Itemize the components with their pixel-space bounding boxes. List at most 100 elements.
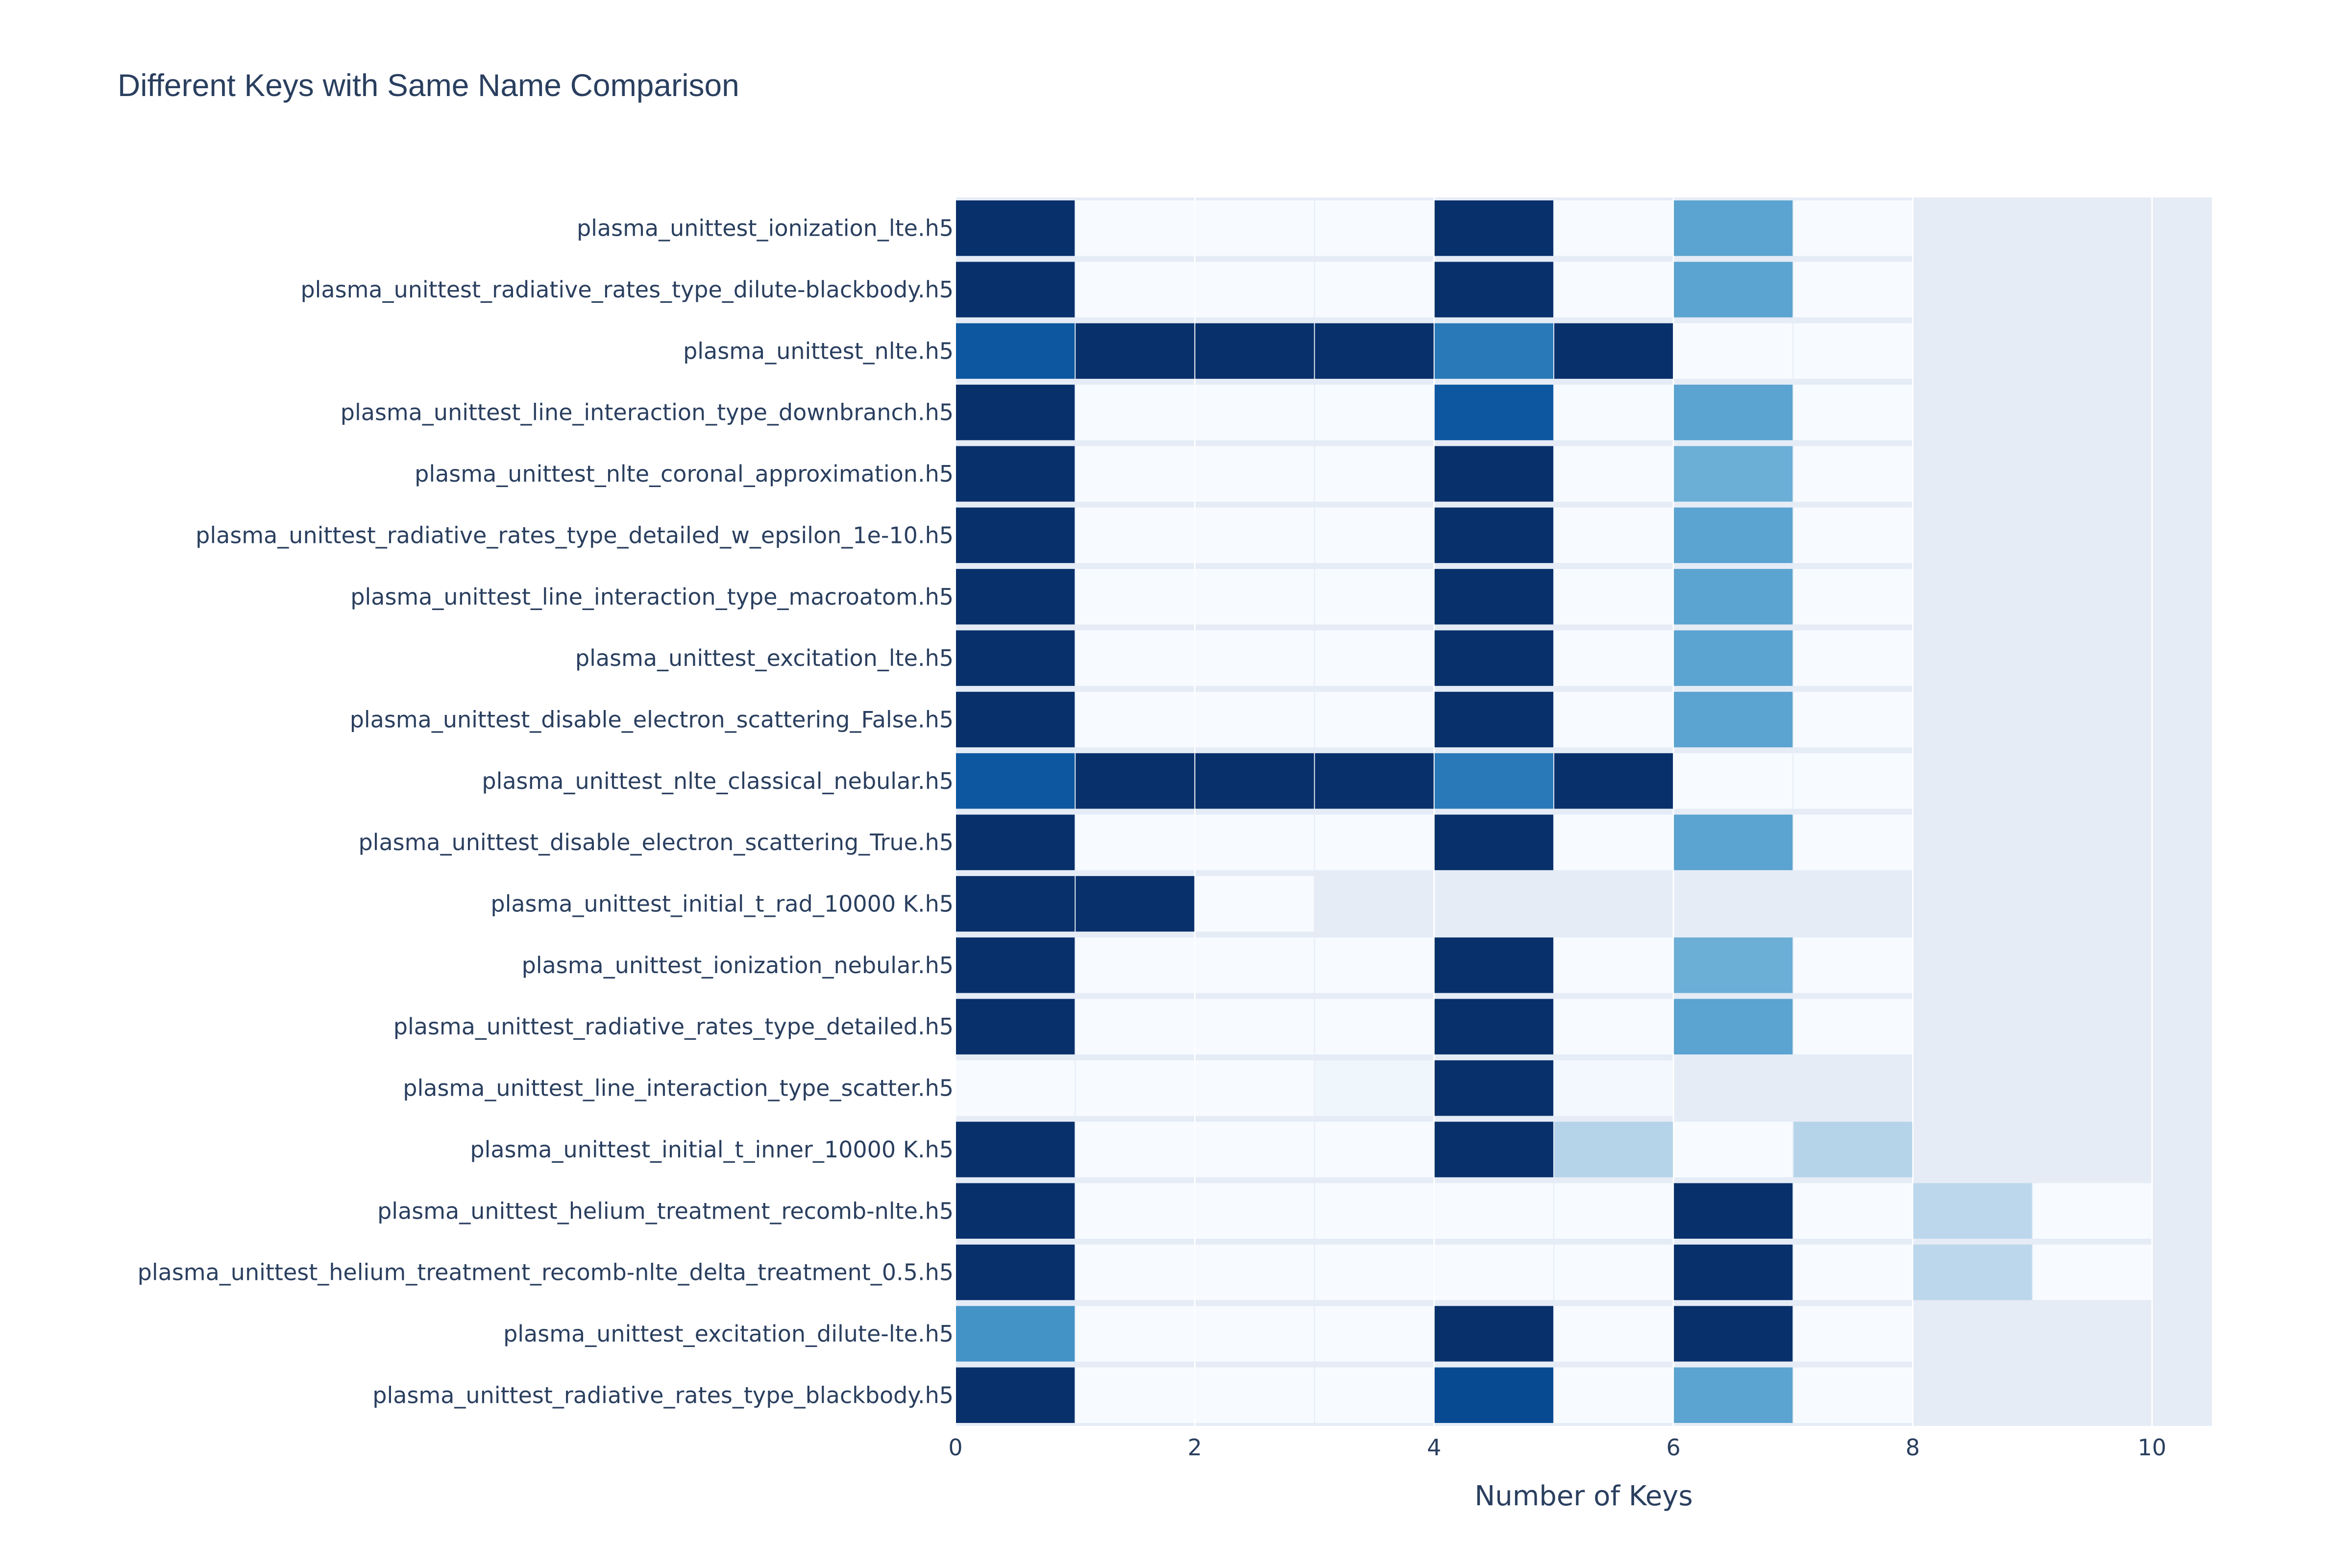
heatmap-cell [1674, 200, 1793, 256]
heatmap-cell [1674, 1244, 1793, 1300]
y-tick-label: plasma_unittest_ionization_nebular.h5 [522, 952, 954, 979]
heatmap-cell [1554, 569, 1673, 625]
heatmap-cell [1793, 630, 1912, 686]
heatmap-cell [956, 1306, 1075, 1362]
heatmap-cell [1195, 323, 1314, 379]
heatmap-cell [1315, 691, 1434, 748]
heatmap-cell [1554, 507, 1673, 564]
x-tick-label: 4 [1427, 1434, 1441, 1461]
y-tick-label: plasma_unittest_radiative_rates_type_det… [196, 522, 954, 548]
x-tick-label: 6 [1666, 1434, 1681, 1461]
heatmap-cell [1793, 1122, 1912, 1177]
heatmap-cell [1195, 630, 1314, 686]
y-tick-label: plasma_unittest_excitation_lte.h5 [575, 645, 954, 671]
y-axis-tick-labels: plasma_unittest_ionization_lte.h5 plasma_… [138, 215, 954, 1409]
heatmap-cell [1674, 1306, 1793, 1362]
heatmap-cell [1076, 200, 1195, 256]
x-tick-label: 10 [2138, 1434, 2167, 1461]
heatmap-cell [1076, 814, 1195, 870]
heatmap-cell [1793, 937, 1912, 993]
heatmap-cell [1076, 691, 1195, 748]
heatmap-cell [1434, 569, 1553, 625]
heatmap-cell [1315, 937, 1434, 993]
y-tick-label: plasma_unittest_nlte_coronal_approximati… [415, 461, 954, 487]
heatmap-cell [1076, 1060, 1195, 1116]
y-tick-label: plasma_unittest_helium_treatment_recomb-… [138, 1259, 954, 1286]
heatmap-cell [1554, 999, 1673, 1054]
heatmap-cell [1434, 937, 1553, 993]
heatmap-cell [956, 1060, 1075, 1116]
heatmap-cell [1315, 262, 1434, 318]
heatmap-cell [1554, 1183, 1673, 1239]
heatmap-cell [956, 323, 1075, 379]
heatmap-cell [1434, 814, 1553, 870]
heatmap-cell [1793, 200, 1912, 256]
heatmap-cell [1195, 1306, 1314, 1362]
heatmap-cell [1674, 446, 1793, 502]
heatmap-cell [1793, 323, 1912, 379]
x-tick-label: 8 [1906, 1434, 1920, 1461]
heatmap-cell [1674, 569, 1793, 625]
y-tick-label: plasma_unittest_nlte_classical_nebular.h… [482, 768, 954, 794]
chart-title: Different Keys with Same Name Comparison [118, 68, 739, 103]
heatmap-cell [1076, 937, 1195, 993]
y-tick-label: plasma_unittest_initial_t_inner_10000 K.… [470, 1136, 954, 1163]
heatmap-cell [956, 1367, 1075, 1423]
heatmap-cell [1674, 630, 1793, 686]
heatmap-cell [1793, 1306, 1912, 1362]
heatmap-cell [1554, 385, 1673, 441]
y-tick-label: plasma_unittest_disable_electron_scatter… [350, 706, 954, 733]
heatmap-cell [1674, 323, 1793, 379]
heatmap-cell [1793, 814, 1912, 870]
y-tick-label: plasma_unittest_radiative_rates_type_bla… [372, 1382, 954, 1408]
heatmap-cell [1076, 1244, 1195, 1300]
heatmap-cell [1674, 1122, 1793, 1177]
heatmap-cell [956, 937, 1075, 993]
heatmap-cell [1315, 446, 1434, 502]
heatmap-cell [1434, 753, 1553, 809]
heatmap-cell [1554, 1122, 1673, 1177]
heatmap-cell [1434, 1122, 1553, 1177]
heatmap-cell [1434, 323, 1553, 379]
heatmap-cell [1076, 1122, 1195, 1177]
heatmap-cell [956, 385, 1075, 441]
heatmap-cell [1554, 630, 1673, 686]
heatmap-cell [1434, 262, 1553, 318]
heatmap-cell [1195, 1122, 1314, 1177]
heatmap-cell [1076, 753, 1195, 809]
heatmap-cell [1554, 753, 1673, 809]
heatmap-cell [1674, 691, 1793, 748]
heatmap-cell [1674, 999, 1793, 1054]
heatmap-cell [1195, 200, 1314, 256]
heatmap-cell [1674, 1183, 1793, 1239]
heatmap-cell [1434, 200, 1553, 256]
heatmap-cell [956, 1122, 1075, 1177]
heatmap-cell [1554, 1060, 1673, 1116]
heatmap-cell [956, 200, 1075, 256]
heatmap-cell [1434, 507, 1553, 564]
heatmap-cell [956, 753, 1075, 809]
heatmap-cell [1076, 1306, 1195, 1362]
y-tick-label: plasma_unittest_ionization_lte.h5 [577, 215, 954, 242]
heatmap-cell [1554, 446, 1673, 502]
heatmap-cell [1076, 262, 1195, 318]
heatmap-cell [1076, 999, 1195, 1054]
heatmap-cell [1674, 385, 1793, 441]
heatmap-cell [1315, 1244, 1434, 1300]
heatmap-cell [1793, 569, 1912, 625]
y-tick-label: plasma_unittest_helium_treatment_recomb-… [377, 1198, 954, 1224]
heatmap-cell [1076, 446, 1195, 502]
heatmap-cell [1434, 1183, 1553, 1239]
heatmap-cell [956, 876, 1075, 932]
heatmap-cell [1434, 630, 1553, 686]
heatmap-cell [1434, 385, 1553, 441]
heatmap-cell [1434, 1060, 1553, 1116]
heatmap-cell [1793, 691, 1912, 748]
heatmap-cell [1434, 1367, 1553, 1423]
heatmap-cell [1315, 1183, 1434, 1239]
heatmap-cell [1554, 1244, 1673, 1300]
heatmap-cell [1195, 262, 1314, 318]
heatmap-cell [1554, 814, 1673, 870]
heatmap-cell [1195, 507, 1314, 564]
